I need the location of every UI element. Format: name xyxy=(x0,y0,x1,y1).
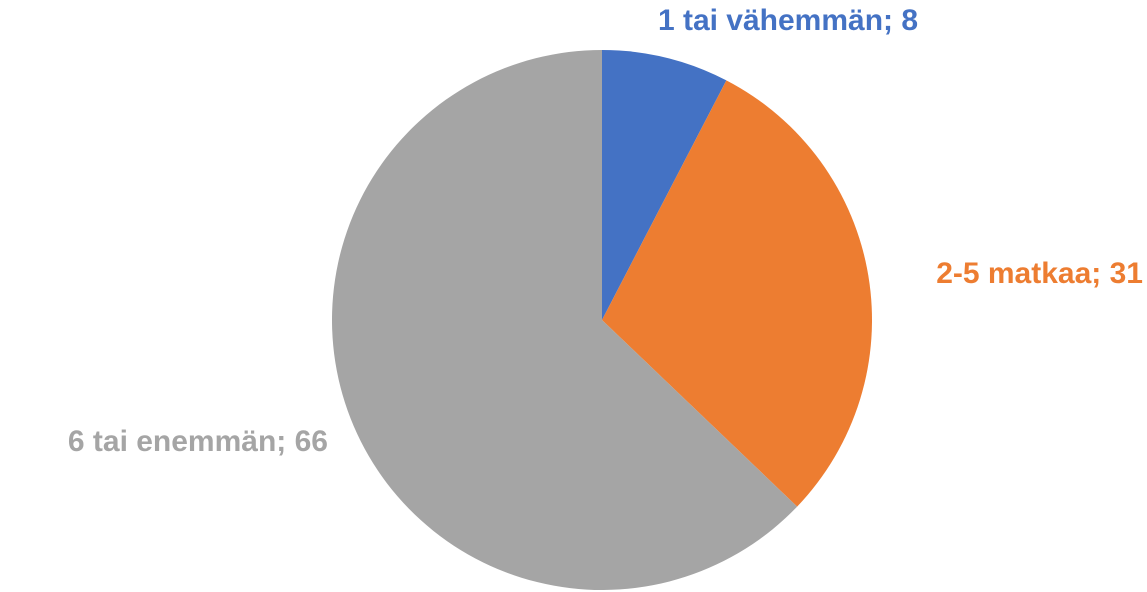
data-label: 2-5 matkaa; 31 xyxy=(936,257,1143,290)
category-label: 2-5 matkaa xyxy=(936,257,1091,290)
value-label: 31 xyxy=(1110,257,1143,290)
separator: ; xyxy=(1091,257,1109,290)
data-label: 6 tai enemmän; 66 xyxy=(68,425,328,458)
category-label: 6 tai enemmän xyxy=(68,425,276,458)
separator: ; xyxy=(883,4,901,37)
pie-slice xyxy=(602,80,872,507)
data-label: 1 tai vähemmän; 8 xyxy=(658,4,918,37)
pie-slice xyxy=(331,50,798,590)
separator: ; xyxy=(276,425,294,458)
pie-slice xyxy=(602,50,727,320)
value-label: 66 xyxy=(295,425,328,458)
value-label: 8 xyxy=(901,4,918,37)
category-label: 1 tai vähemmän xyxy=(658,4,883,37)
